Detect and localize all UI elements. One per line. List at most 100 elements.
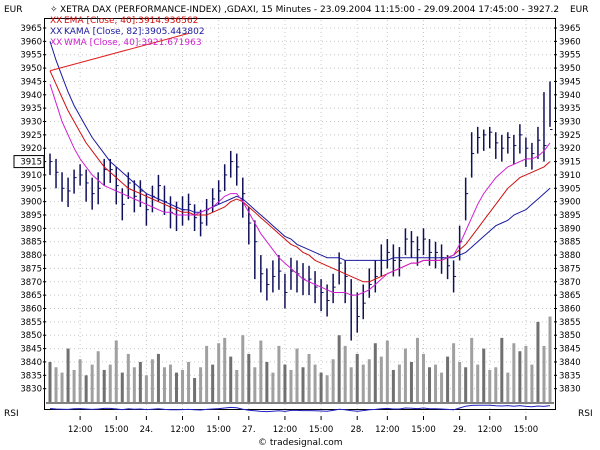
volume-bar [187,361,191,402]
legend-item-kama: KAMA [Close, 82]:3905.443802 [64,27,205,37]
legend-swatch-wma[interactable]: XX [50,38,62,48]
watermark: © tradesignal.com [258,438,343,448]
y-tick-label-right: 3855 [559,318,581,328]
y-tick-label-right: 3925 [559,131,581,141]
y-tick-label-right: 3875 [559,264,581,274]
volume-bar [500,337,504,402]
volume-bar [415,337,419,402]
y-tick-label-left: 3930 [20,118,42,128]
y-tick-label-right: 3910 [559,171,581,181]
y-tick-label-right: 3865 [559,291,581,301]
volume-bar [446,356,450,402]
volume-bar [156,353,160,402]
volume-bar [235,369,239,402]
y-tick-label-left: 3895 [20,211,42,221]
x-tick-label: 15:00 [104,425,129,435]
y-tick-label-right: 3880 [559,251,581,261]
y-tick-label-left: 3960 [20,37,42,47]
y-tick-label-right: 3830 [559,385,581,395]
legend: XX EMA [Close, 40]:3914.936562 XX KAMA [… [50,16,205,48]
volume-bar [337,335,341,402]
volume-bar [205,345,209,402]
volume-bar [397,364,401,402]
volume-bar [379,356,383,402]
volume-bar [271,372,275,402]
y-tick-label-left: 3905 [20,184,42,194]
x-tick-label: 27. [242,425,256,435]
rsi-label-right: RSI [578,409,593,419]
volume-bar [325,375,329,402]
volume-bar [126,353,130,402]
y-tick-label-left: 3955 [20,51,42,61]
volume-bar [464,367,468,402]
y-tick-label-right: 3930 [559,118,581,128]
volume-bar [84,375,88,402]
volume-bar [524,345,528,402]
volume-bar [403,348,407,402]
trendline-segment [49,32,189,72]
y-tick-label-left: 3855 [20,318,42,328]
x-tick-label: 29. [453,425,467,435]
volume-bar [229,356,233,402]
rsi-panel [46,402,554,413]
volume-bar [542,345,546,402]
volume-bar [319,372,323,402]
volume-bar [295,348,299,402]
y-tick-label-right: 3960 [559,37,581,47]
y-tick-label-left: 3865 [20,291,42,301]
legend-swatch-kama[interactable]: XX [50,27,62,37]
volume-bar [90,364,94,402]
y-tick-label-right: 3840 [559,358,581,368]
volume-bar [307,353,311,402]
volume-bar [96,351,100,402]
volume-bar [54,367,58,402]
volume-bar [518,351,522,402]
volume-bar [476,364,480,402]
y-tick-label-left: 3845 [20,345,42,355]
volume-bar [488,369,492,402]
y-tick-label-right: 3950 [559,64,581,74]
volume-bar [199,367,203,402]
volume-bar [385,340,389,402]
volume-bar [440,372,444,402]
volume-bar [289,369,293,402]
volume-bar [391,369,395,402]
y-tick-label-left: 3935 [20,104,42,114]
volume-bar [181,369,185,402]
legend-item-ema: EMA [Close, 40]:3914.936562 [64,16,198,26]
volume-bar [193,377,197,402]
rsi-label-left: RSI [4,409,19,419]
x-axis: 12:00 15:00 24. 12:00 15:00 27. 12:00 15:00 28. 1… [68,416,538,435]
y-tick-label-left: 3890 [20,224,42,234]
volume-bar [72,369,76,402]
volume-bar [421,353,425,402]
y-tick-label-left: 3945 [20,77,42,87]
y-tick-label-left: 3835 [20,371,42,381]
volume-bar [120,372,124,402]
y-tick-label-right: 3895 [559,211,581,221]
legend-swatch-ema[interactable]: XX [50,16,62,26]
volume-bar [313,364,317,402]
volume-bar [452,343,456,402]
wma-line [49,83,551,296]
currency-label-left: EUR [4,5,23,15]
y-tick-label-right: 3945 [559,77,581,87]
y-tick-label-right: 3900 [559,198,581,208]
volume-bar [78,359,82,402]
volume-bar [277,345,281,402]
volume-bar [536,321,540,402]
x-tick-label: 28. [350,425,364,435]
y-axis-right: 3830 3835 3840 3845 3850 3855 3860 3865 3870 3875… [554,24,581,395]
volume-bar [343,345,347,402]
y-tick-label-right: 3870 [559,278,581,288]
volume-bar [265,361,269,402]
volume-bar [211,364,215,402]
kama-line [49,41,551,261]
instrument-icon[interactable]: ✧ [50,5,58,15]
volume-bar [253,367,257,402]
volume-bars [48,316,552,402]
volume-bar [168,364,172,402]
volume-bar [144,375,148,402]
